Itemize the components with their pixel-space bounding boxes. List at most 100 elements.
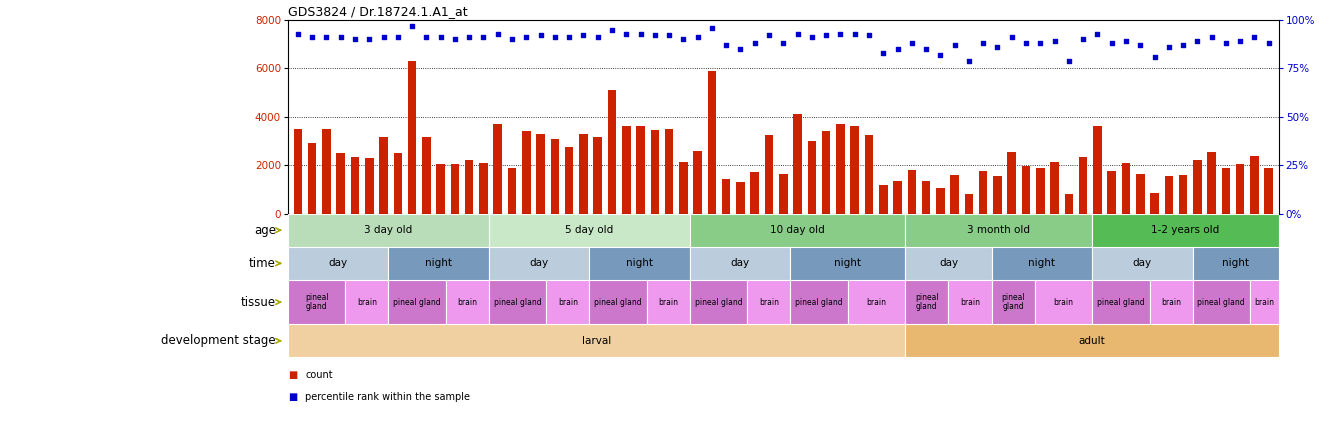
Bar	[388, 247, 489, 280]
Bar	[1149, 280, 1193, 324]
Bar	[694, 151, 702, 214]
Text: brain: brain	[458, 297, 478, 307]
Point	[1073, 36, 1094, 43]
Bar	[1251, 280, 1279, 324]
Bar	[589, 247, 690, 280]
Text: pineal gland: pineal gland	[1097, 297, 1145, 307]
Bar	[1193, 247, 1279, 280]
Point	[773, 40, 794, 47]
Bar	[979, 171, 987, 214]
Bar	[451, 164, 459, 214]
Bar	[1050, 162, 1059, 214]
Point	[601, 26, 623, 33]
Point	[901, 40, 923, 47]
Bar	[647, 280, 690, 324]
Point	[344, 36, 366, 43]
Bar	[522, 131, 530, 214]
Bar	[736, 182, 744, 214]
Point	[944, 42, 965, 49]
Point	[987, 44, 1008, 51]
Text: 1-2 years old: 1-2 years old	[1152, 225, 1220, 235]
Point	[530, 32, 552, 39]
Bar	[345, 280, 388, 324]
Bar	[1208, 152, 1216, 214]
Bar	[1093, 214, 1279, 247]
Bar	[1193, 160, 1201, 214]
Point	[586, 34, 608, 41]
Point	[744, 40, 766, 47]
Bar	[288, 324, 905, 357]
Text: time: time	[249, 257, 276, 270]
Point	[886, 45, 908, 52]
Bar	[994, 176, 1002, 214]
Text: day: day	[939, 258, 957, 268]
Point	[1058, 57, 1079, 64]
Text: brain: brain	[558, 297, 578, 307]
Bar	[836, 124, 845, 214]
Bar	[1150, 193, 1158, 214]
Point	[787, 30, 809, 37]
Text: 3 month old: 3 month old	[967, 225, 1030, 235]
Text: brain: brain	[866, 297, 886, 307]
Point	[959, 57, 980, 64]
Bar	[865, 135, 873, 214]
Bar	[750, 172, 759, 214]
Text: brain: brain	[659, 297, 679, 307]
Bar	[1022, 166, 1030, 214]
Text: pineal
gland: pineal gland	[915, 293, 939, 311]
Point	[801, 34, 822, 41]
Bar	[921, 181, 931, 214]
Bar	[494, 124, 502, 214]
Bar	[679, 162, 688, 214]
Point	[573, 32, 595, 39]
Text: larval: larval	[582, 336, 612, 346]
Bar	[623, 127, 631, 214]
Bar	[388, 280, 446, 324]
Bar	[422, 137, 431, 214]
Text: age: age	[254, 224, 276, 237]
Bar	[722, 178, 731, 214]
Bar	[690, 214, 905, 247]
Bar	[1193, 280, 1251, 324]
Bar	[1093, 127, 1102, 214]
Point	[501, 36, 522, 43]
Point	[873, 49, 894, 56]
Bar	[1036, 168, 1044, 214]
Bar	[489, 280, 546, 324]
Bar	[507, 168, 517, 214]
Point	[1144, 53, 1165, 60]
Bar	[489, 247, 589, 280]
Bar	[992, 247, 1093, 280]
Text: pineal
gland: pineal gland	[305, 293, 328, 311]
Bar	[790, 247, 905, 280]
Bar	[779, 174, 787, 214]
Point	[858, 32, 880, 39]
Bar	[908, 170, 916, 214]
Point	[445, 36, 466, 43]
Bar	[822, 131, 830, 214]
Bar	[437, 164, 445, 214]
Bar	[550, 139, 560, 214]
Point	[1229, 38, 1251, 45]
Bar	[351, 157, 359, 214]
Point	[672, 36, 694, 43]
Point	[687, 34, 708, 41]
Text: GDS3824 / Dr.18724.1.A1_at: GDS3824 / Dr.18724.1.A1_at	[288, 5, 467, 18]
Bar	[288, 247, 388, 280]
Bar	[1093, 247, 1193, 280]
Text: day: day	[1133, 258, 1152, 268]
Bar	[992, 280, 1035, 324]
Bar	[1065, 194, 1073, 214]
Bar	[793, 115, 802, 214]
Text: pineal gland: pineal gland	[795, 297, 844, 307]
Bar	[308, 143, 316, 214]
Bar	[651, 130, 659, 214]
Point	[972, 40, 994, 47]
Bar	[546, 280, 589, 324]
Point	[316, 34, 337, 41]
Bar	[479, 163, 487, 214]
Bar	[636, 127, 645, 214]
Bar	[948, 280, 992, 324]
Point	[1216, 40, 1237, 47]
Bar	[394, 153, 402, 214]
